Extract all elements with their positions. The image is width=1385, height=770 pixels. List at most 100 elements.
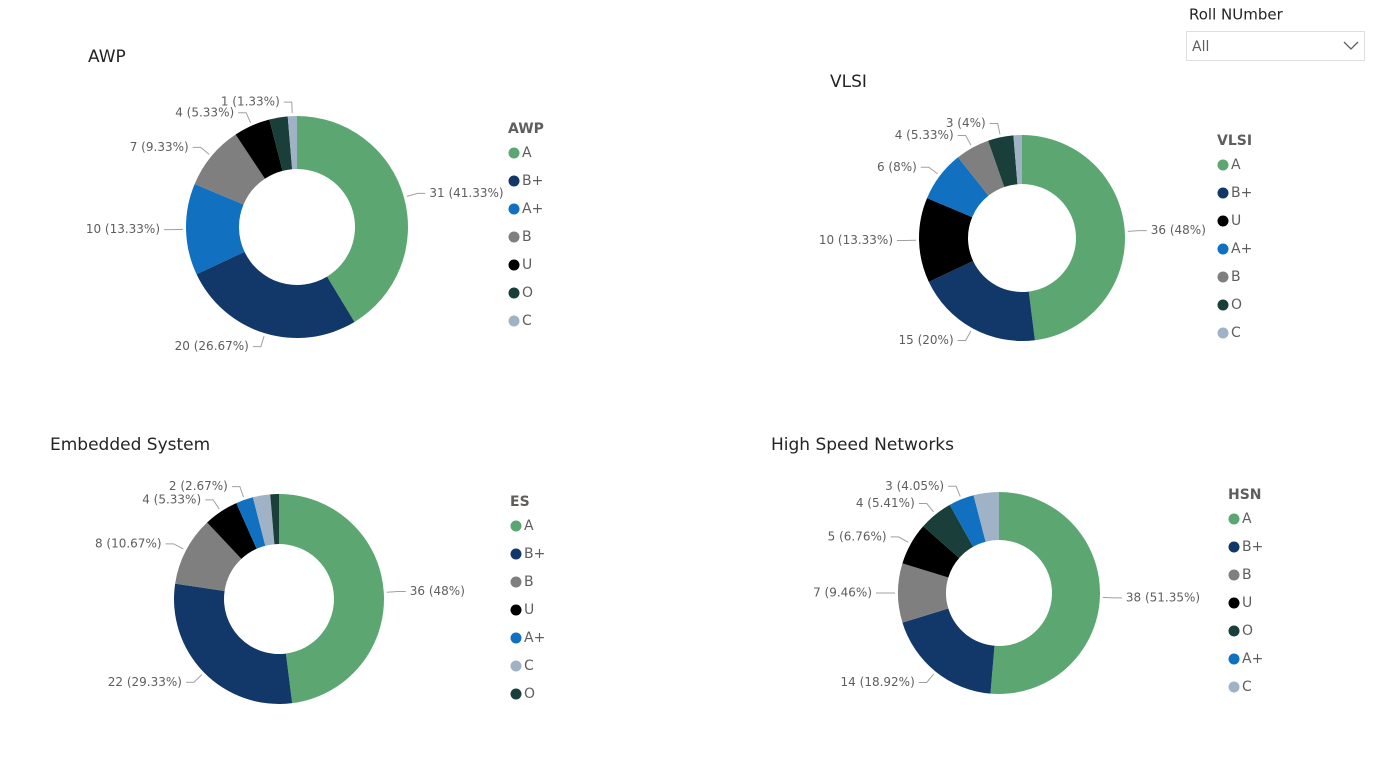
- slicer-value[interactable]: All: [1192, 39, 1209, 55]
- legend-marker: [1217, 327, 1229, 339]
- donut-slice: [927, 157, 989, 218]
- donut-slice: [287, 116, 297, 170]
- leader-line: [957, 330, 972, 342]
- donut-slice: [297, 116, 409, 322]
- leader-line: [386, 591, 406, 593]
- data-label: 31 (41.33%): [429, 186, 503, 200]
- legend-marker: [1228, 653, 1240, 665]
- legend-item: U: [1231, 213, 1241, 229]
- legend-item: A: [522, 145, 532, 161]
- legend-marker: [1228, 681, 1240, 693]
- donut-slice: [928, 260, 1035, 341]
- donut-slice: [185, 183, 245, 275]
- donut-slice: [194, 134, 265, 205]
- donut-slice: [174, 583, 293, 705]
- legend-marker: [510, 604, 522, 616]
- data-label: 2 (2.67%): [169, 479, 228, 493]
- legend-marker: [510, 520, 522, 532]
- legend-marker: [1228, 513, 1240, 525]
- legend-marker: [508, 203, 520, 215]
- donut-slice: [279, 494, 385, 704]
- legend-item: A+: [524, 630, 545, 646]
- legend-marker: [1217, 159, 1229, 171]
- legend-marker: [510, 660, 522, 672]
- leader-line: [231, 486, 244, 498]
- legend-marker: [508, 175, 520, 187]
- data-label: 3 (4.05%): [885, 479, 944, 493]
- legend-item: B: [524, 574, 534, 590]
- leader-line: [1127, 230, 1147, 232]
- donut-slice: [949, 495, 986, 547]
- legend-item: B+: [524, 546, 545, 562]
- legend-item: U: [524, 602, 534, 618]
- chart-title: High Speed Networks: [771, 435, 954, 455]
- legend-item: C: [522, 313, 532, 329]
- legend-marker: [510, 548, 522, 560]
- legend-marker: [1228, 597, 1240, 609]
- data-label: 38 (51.35%): [1126, 590, 1200, 604]
- donut-slice: [990, 492, 1100, 694]
- leader-line: [918, 503, 935, 513]
- leader-line: [165, 543, 184, 550]
- donut-slice: [1022, 135, 1125, 341]
- leader-line: [185, 674, 203, 683]
- dropdown-chevron: [1343, 41, 1359, 50]
- data-label: 7 (9.33%): [130, 140, 189, 154]
- leader-line: [890, 536, 909, 543]
- legend-marker: [508, 287, 520, 299]
- legend-marker: [1217, 187, 1229, 199]
- data-label: 8 (10.67%): [95, 536, 162, 550]
- leader-line: [406, 192, 426, 197]
- legend-marker: [1217, 271, 1229, 283]
- legend-item: B+: [522, 173, 543, 189]
- data-label: 7 (9.46%): [813, 586, 872, 600]
- chart-title: Embedded System: [50, 435, 210, 455]
- legend-title: HSN: [1228, 487, 1262, 503]
- legend-marker: [1217, 215, 1229, 227]
- legend-item: U: [522, 257, 532, 273]
- donut-slice: [958, 140, 1005, 196]
- legend-marker: [1228, 541, 1240, 553]
- legend-item: O: [1231, 297, 1242, 313]
- leader-line: [238, 112, 252, 124]
- leader-line: [948, 485, 961, 497]
- legend-item: B: [522, 229, 532, 245]
- legend-item: O: [1242, 623, 1253, 639]
- donut-slice: [175, 522, 242, 591]
- donut-slice: [1013, 135, 1022, 185]
- data-label: 4 (5.33%): [895, 128, 954, 142]
- legend-item: B+: [1242, 539, 1263, 555]
- data-label: 14 (18.92%): [841, 675, 915, 689]
- data-label: 36 (48%): [410, 584, 465, 598]
- donut-slice: [235, 119, 283, 179]
- legend-marker: [510, 576, 522, 588]
- legend-marker: [508, 147, 520, 159]
- legend-item: U: [1242, 595, 1252, 611]
- legend-item: C: [524, 658, 534, 674]
- legend-marker: [508, 315, 520, 327]
- data-label: 20 (26.67%): [175, 339, 249, 353]
- donut-slice: [236, 497, 266, 549]
- data-label: 3 (4%): [946, 116, 986, 130]
- legend-marker: [508, 231, 520, 243]
- slicer-dropdown[interactable]: [1186, 31, 1365, 61]
- legend-item: A: [524, 518, 534, 534]
- data-label: 15 (20%): [899, 333, 954, 347]
- legend-marker: [1217, 299, 1229, 311]
- data-label: 10 (13.33%): [819, 233, 893, 247]
- donut-slice: [898, 563, 949, 623]
- donut-slice: [919, 198, 974, 282]
- donut-slice: [923, 504, 974, 558]
- leader-line: [918, 673, 935, 683]
- donut-slice: [252, 494, 275, 546]
- legend-item: A: [1242, 511, 1252, 527]
- data-label: 10 (13.33%): [86, 222, 160, 236]
- donut-slice: [902, 608, 995, 694]
- legend-title: VLSI: [1217, 133, 1252, 149]
- donut-slice: [988, 135, 1018, 188]
- legend-item: A+: [522, 201, 543, 217]
- legend-marker: [510, 688, 522, 700]
- chart-title: VLSI: [830, 72, 867, 92]
- leader-line: [205, 499, 220, 510]
